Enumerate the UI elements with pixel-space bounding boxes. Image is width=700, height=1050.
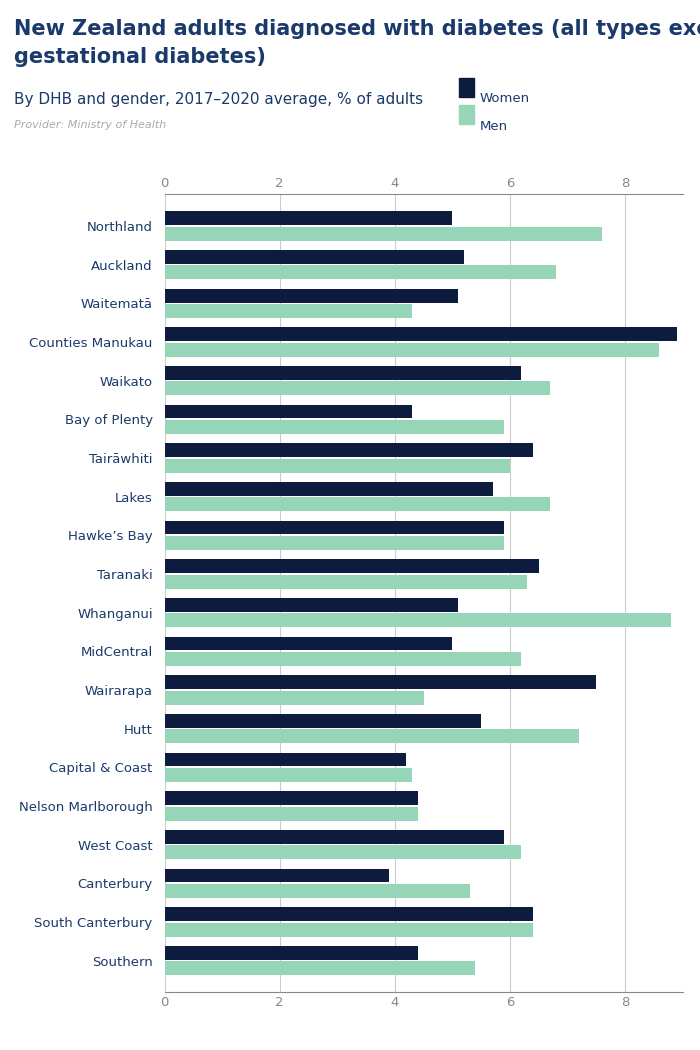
Bar bbox=[164, 404, 412, 419]
Bar bbox=[164, 730, 579, 743]
Bar bbox=[164, 381, 550, 395]
Bar bbox=[164, 250, 464, 264]
Bar bbox=[164, 537, 504, 550]
Bar bbox=[164, 365, 522, 380]
Bar bbox=[164, 560, 538, 573]
Bar bbox=[164, 328, 677, 341]
Bar bbox=[164, 753, 406, 766]
Text: figure.nz: figure.nz bbox=[559, 19, 657, 38]
Bar bbox=[164, 289, 458, 302]
Bar bbox=[164, 266, 556, 279]
Bar bbox=[164, 613, 671, 627]
Bar bbox=[164, 227, 602, 240]
Bar bbox=[164, 304, 412, 318]
Bar bbox=[164, 597, 458, 612]
Bar bbox=[164, 459, 510, 473]
Bar bbox=[164, 211, 452, 225]
Bar bbox=[164, 342, 659, 357]
Bar bbox=[164, 636, 452, 650]
Bar bbox=[164, 420, 504, 434]
Bar bbox=[164, 868, 389, 882]
Bar bbox=[164, 830, 504, 844]
Bar bbox=[164, 923, 533, 937]
Bar bbox=[164, 907, 533, 921]
Bar bbox=[164, 962, 475, 975]
Text: By DHB and gender, 2017–2020 average, % of adults: By DHB and gender, 2017–2020 average, % … bbox=[14, 92, 423, 107]
Text: Provider: Ministry of Health: Provider: Ministry of Health bbox=[14, 120, 167, 130]
Bar bbox=[164, 574, 527, 589]
Bar bbox=[164, 652, 522, 666]
Text: Men: Men bbox=[480, 120, 508, 132]
Bar bbox=[164, 714, 481, 728]
Bar bbox=[164, 498, 550, 511]
Bar bbox=[164, 691, 424, 705]
Text: New Zealand adults diagnosed with diabetes (all types excluding: New Zealand adults diagnosed with diabet… bbox=[14, 19, 700, 39]
Bar bbox=[164, 946, 418, 960]
Bar bbox=[164, 675, 596, 689]
Bar bbox=[164, 806, 418, 821]
Bar bbox=[164, 845, 522, 859]
Bar bbox=[164, 768, 412, 782]
Bar bbox=[164, 482, 493, 496]
Text: Women: Women bbox=[480, 92, 530, 105]
Bar bbox=[164, 792, 418, 805]
Text: gestational diabetes): gestational diabetes) bbox=[14, 47, 266, 67]
Bar bbox=[164, 521, 504, 534]
Bar bbox=[164, 443, 533, 457]
Bar bbox=[164, 884, 470, 898]
